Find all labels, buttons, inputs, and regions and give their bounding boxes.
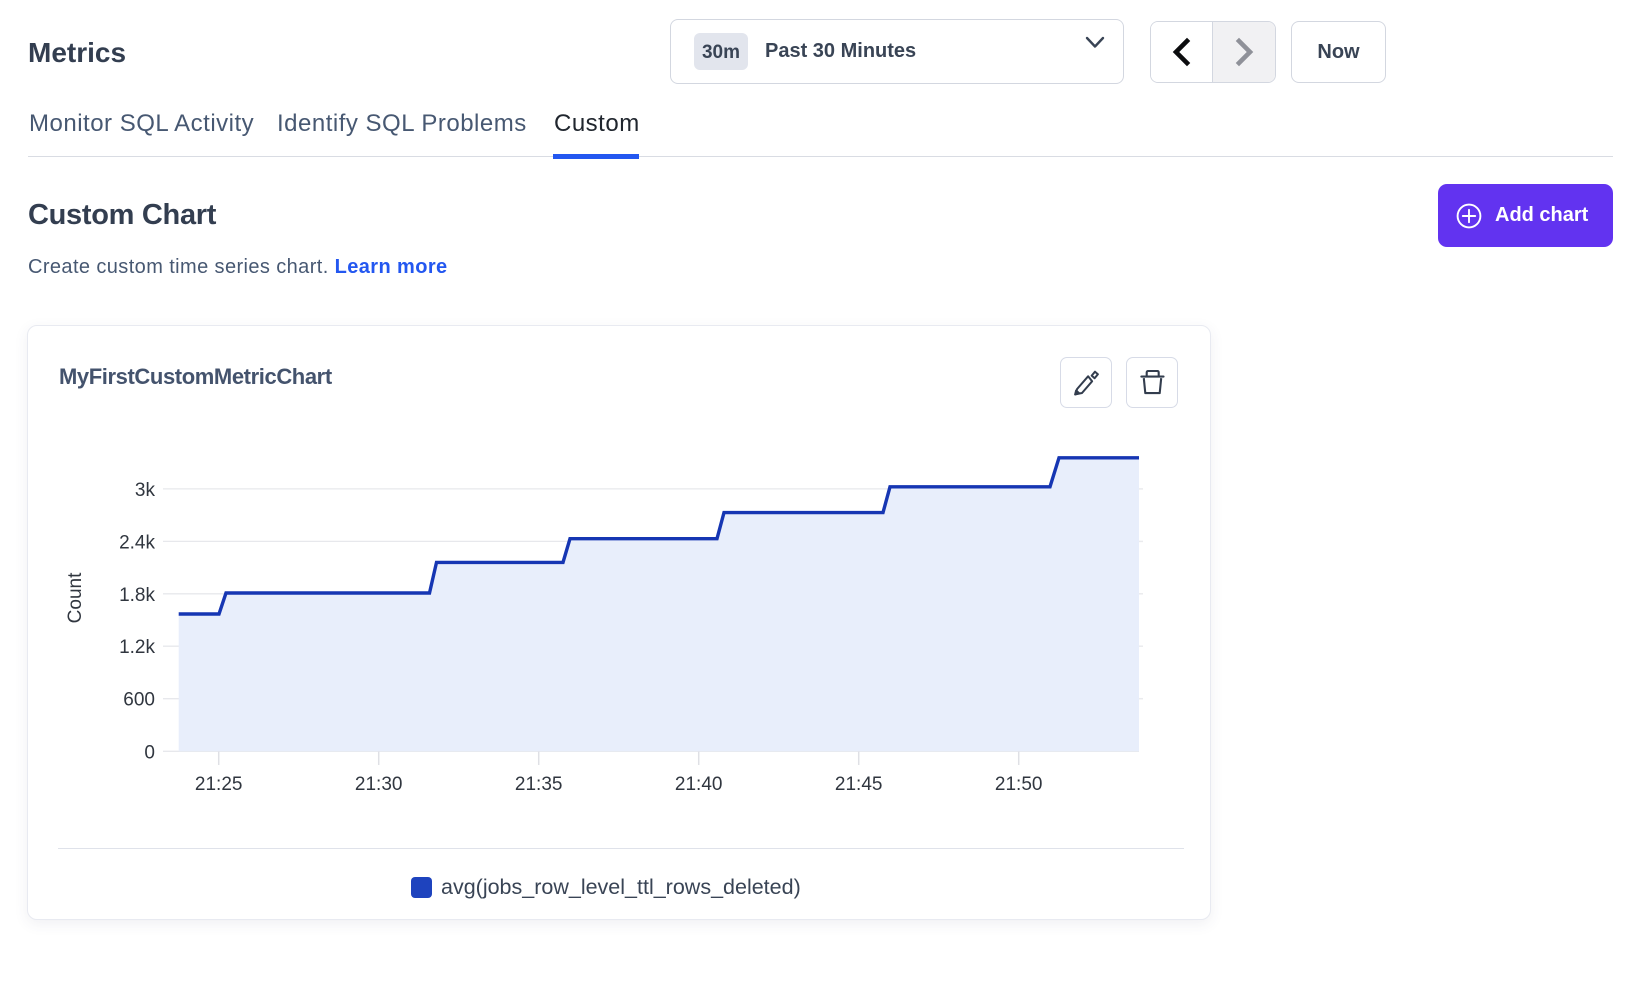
svg-text:600: 600 [123,690,155,711]
svg-text:1.2k: 1.2k [119,637,155,658]
svg-text:3k: 3k [135,480,156,501]
svg-text:21:40: 21:40 [675,774,723,795]
svg-text:1.8k: 1.8k [119,585,155,606]
svg-text:0: 0 [144,742,155,763]
svg-text:21:45: 21:45 [835,774,883,795]
svg-text:21:50: 21:50 [995,774,1043,795]
svg-text:2.4k: 2.4k [119,532,155,553]
svg-text:Count: Count [65,572,86,623]
svg-text:21:30: 21:30 [355,774,403,795]
svg-text:21:35: 21:35 [515,774,563,795]
svg-text:21:25: 21:25 [195,774,243,795]
